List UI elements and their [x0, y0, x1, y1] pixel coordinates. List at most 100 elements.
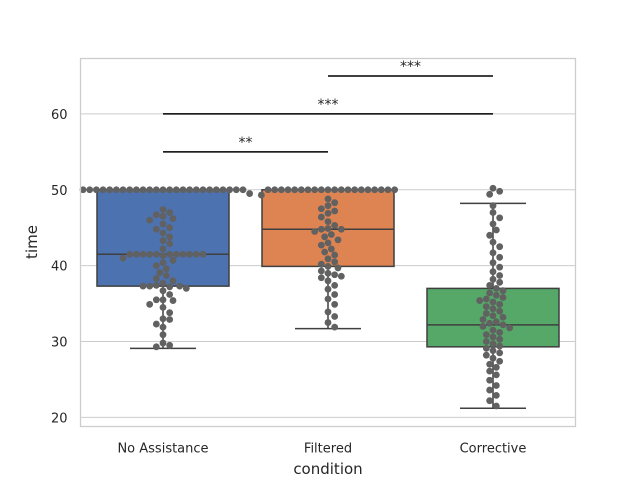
data-point	[162, 272, 170, 279]
data-point	[156, 269, 164, 276]
data-point	[264, 186, 272, 194]
data-point	[166, 283, 174, 291]
y-ticks: 20 30 40 50 60	[51, 108, 68, 427]
data-point	[324, 269, 332, 277]
data-point	[324, 285, 332, 293]
data-point	[152, 262, 160, 270]
data-point	[482, 331, 490, 339]
data-point	[496, 335, 504, 343]
data-point	[324, 186, 332, 194]
data-point	[112, 186, 120, 194]
y-tick-label: 50	[51, 184, 68, 199]
data-point	[166, 309, 174, 317]
x-tick-label: Filtered	[304, 442, 352, 457]
data-point	[146, 300, 154, 308]
y-axis-label: time	[23, 225, 41, 259]
data-point	[152, 225, 160, 233]
significance-label: **	[239, 135, 253, 151]
data-point	[492, 226, 500, 234]
data-point	[317, 225, 325, 233]
data-point	[482, 295, 490, 303]
data-point	[172, 186, 180, 194]
data-point	[479, 316, 487, 323]
data-point	[226, 186, 234, 194]
data-point	[166, 224, 174, 232]
data-point	[162, 265, 170, 273]
data-point	[317, 241, 325, 249]
data-point	[489, 333, 497, 341]
data-point	[146, 186, 154, 194]
data-point	[486, 397, 494, 405]
data-point	[482, 344, 490, 352]
data-point	[166, 240, 174, 248]
data-point	[492, 391, 500, 399]
data-point	[159, 245, 167, 253]
data-point	[486, 231, 494, 239]
data-point	[331, 258, 339, 266]
data-point	[146, 282, 154, 290]
data-point	[492, 402, 500, 410]
data-point	[489, 238, 497, 246]
data-point	[324, 209, 332, 217]
data-point	[489, 202, 497, 210]
data-point	[486, 386, 494, 394]
data-point	[159, 287, 167, 295]
data-point	[324, 239, 332, 247]
data-point	[337, 186, 345, 194]
data-point	[506, 324, 514, 332]
data-point	[152, 296, 160, 304]
data-point	[186, 186, 194, 194]
data-point	[324, 319, 332, 326]
data-point	[492, 285, 500, 292]
data-point	[126, 250, 134, 258]
data-point	[159, 186, 167, 194]
data-point	[86, 186, 94, 194]
data-point	[321, 248, 329, 256]
data-point	[159, 331, 167, 339]
data-point	[489, 209, 497, 216]
data-point	[492, 318, 500, 326]
x-tick-label: No Assistance	[117, 442, 208, 457]
data-point	[199, 250, 207, 258]
data-point	[476, 297, 484, 304]
data-point	[324, 225, 332, 232]
data-point	[271, 186, 279, 194]
x-tick-label: Corrective	[460, 442, 527, 457]
annotations: ********	[163, 59, 493, 153]
data-point	[489, 326, 497, 334]
data-point	[351, 186, 359, 194]
data-point	[324, 277, 332, 285]
data-point	[159, 252, 167, 260]
data-point	[496, 342, 504, 350]
data-point	[159, 229, 167, 237]
data-point	[152, 281, 160, 289]
data-point	[496, 329, 504, 336]
significance-label: ***	[400, 59, 421, 75]
data-point	[489, 220, 497, 228]
data-point	[331, 199, 339, 207]
data-point	[166, 341, 174, 349]
data-point	[146, 216, 154, 224]
data-point	[169, 256, 177, 264]
data-point	[331, 281, 339, 289]
data-point	[496, 263, 504, 271]
data-point	[482, 338, 490, 345]
data-point	[232, 186, 240, 194]
data-point	[486, 360, 494, 368]
data-point	[391, 186, 399, 194]
x-ticks: No Assistance Filtered Corrective	[117, 442, 526, 457]
points	[79, 184, 514, 410]
data-point	[324, 255, 332, 263]
data-point	[489, 268, 497, 276]
data-point	[499, 287, 507, 295]
data-point	[492, 291, 500, 299]
data-point	[159, 237, 167, 245]
data-point	[317, 274, 325, 282]
data-point	[334, 236, 342, 244]
data-point	[199, 186, 207, 194]
data-point	[311, 186, 319, 194]
data-point	[139, 282, 147, 290]
plot-frame	[79, 57, 577, 428]
data-point	[357, 186, 365, 194]
data-point	[192, 250, 200, 258]
